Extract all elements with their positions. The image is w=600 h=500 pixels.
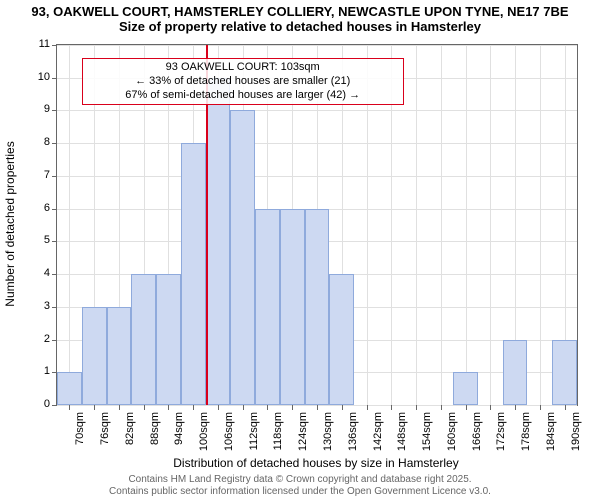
x-tick bbox=[367, 405, 368, 410]
gridline-vertical bbox=[540, 45, 541, 405]
x-tick bbox=[441, 405, 442, 410]
y-tick-label: 3 bbox=[26, 300, 50, 312]
x-tick-label: 154sqm bbox=[421, 412, 433, 460]
x-tick-label: 112sqm bbox=[248, 412, 260, 460]
x-tick-label: 94sqm bbox=[173, 412, 185, 460]
y-tick-label: 1 bbox=[26, 365, 50, 377]
histogram-bar bbox=[82, 307, 107, 405]
footer-attribution: Contains HM Land Registry data © Crown c… bbox=[0, 474, 600, 498]
x-tick bbox=[565, 405, 566, 410]
x-tick bbox=[267, 405, 268, 410]
x-tick-label: 70sqm bbox=[74, 412, 86, 460]
x-tick bbox=[69, 405, 70, 410]
y-axis-label: Number of detached properties bbox=[3, 141, 17, 306]
gridline-vertical bbox=[69, 45, 70, 405]
x-tick-label: 100sqm bbox=[198, 412, 210, 460]
x-tick bbox=[540, 405, 541, 410]
x-tick-label: 106sqm bbox=[223, 412, 235, 460]
y-tick-label: 7 bbox=[26, 169, 50, 181]
histogram-bar bbox=[156, 274, 181, 405]
x-tick bbox=[144, 405, 145, 410]
x-tick bbox=[193, 405, 194, 410]
y-tick bbox=[52, 340, 57, 341]
y-tick-label: 8 bbox=[26, 136, 50, 148]
x-tick bbox=[218, 405, 219, 410]
y-tick-label: 0 bbox=[26, 398, 50, 410]
y-tick bbox=[52, 405, 57, 406]
histogram-bar bbox=[305, 209, 330, 405]
x-tick-label: 178sqm bbox=[520, 412, 532, 460]
x-tick bbox=[243, 405, 244, 410]
x-tick-label: 124sqm bbox=[297, 412, 309, 460]
histogram-bar bbox=[230, 110, 255, 405]
y-tick bbox=[52, 78, 57, 79]
x-tick bbox=[391, 405, 392, 410]
histogram-bar bbox=[329, 274, 354, 405]
y-tick-label: 11 bbox=[26, 38, 50, 50]
x-tick bbox=[292, 405, 293, 410]
y-tick-label: 4 bbox=[26, 267, 50, 279]
x-tick-label: 142sqm bbox=[372, 412, 384, 460]
x-tick-label: 172sqm bbox=[495, 412, 507, 460]
gridline-vertical bbox=[466, 45, 467, 405]
x-tick-label: 76sqm bbox=[99, 412, 111, 460]
histogram-bar bbox=[57, 372, 82, 405]
histogram-bar bbox=[255, 209, 280, 405]
x-tick-label: 166sqm bbox=[471, 412, 483, 460]
footer-line-2: Contains public sector information licen… bbox=[0, 486, 600, 498]
histogram-bar bbox=[280, 209, 305, 405]
y-tick bbox=[52, 241, 57, 242]
x-tick bbox=[490, 405, 491, 410]
y-tick bbox=[52, 274, 57, 275]
y-tick bbox=[52, 143, 57, 144]
annotation-box: 93 OAKWELL COURT: 103sqm← 33% of detache… bbox=[82, 58, 404, 105]
x-tick bbox=[515, 405, 516, 410]
annotation-line: 67% of semi-detached houses are larger (… bbox=[87, 89, 399, 103]
annotation-line: 93 OAKWELL COURT: 103sqm bbox=[87, 61, 399, 75]
gridline-vertical bbox=[441, 45, 442, 405]
histogram-bar bbox=[552, 340, 577, 405]
y-tick bbox=[52, 307, 57, 308]
y-tick-label: 2 bbox=[26, 333, 50, 345]
histogram-bar bbox=[206, 78, 231, 405]
x-tick-label: 190sqm bbox=[570, 412, 582, 460]
chart-root: 93, OAKWELL COURT, HAMSTERLEY COLLIERY, … bbox=[0, 0, 600, 500]
gridline-vertical bbox=[416, 45, 417, 405]
histogram-bar bbox=[131, 274, 156, 405]
y-tick-label: 6 bbox=[26, 202, 50, 214]
x-tick bbox=[168, 405, 169, 410]
x-tick bbox=[416, 405, 417, 410]
histogram-bar bbox=[453, 372, 478, 405]
histogram-bar bbox=[503, 340, 528, 405]
footer-line-1: Contains HM Land Registry data © Crown c… bbox=[0, 474, 600, 486]
x-tick bbox=[342, 405, 343, 410]
title-line-1: 93, OAKWELL COURT, HAMSTERLEY COLLIERY, … bbox=[0, 4, 600, 19]
x-tick-label: 130sqm bbox=[322, 412, 334, 460]
x-tick-label: 82sqm bbox=[124, 412, 136, 460]
title-line-2: Size of property relative to detached ho… bbox=[0, 19, 600, 34]
histogram-bar bbox=[107, 307, 132, 405]
x-tick bbox=[466, 405, 467, 410]
x-tick-label: 148sqm bbox=[396, 412, 408, 460]
x-tick bbox=[119, 405, 120, 410]
x-tick-label: 160sqm bbox=[446, 412, 458, 460]
x-tick-label: 184sqm bbox=[545, 412, 557, 460]
y-tick bbox=[52, 110, 57, 111]
plot-area: 93 OAKWELL COURT: 103sqm← 33% of detache… bbox=[56, 44, 578, 406]
histogram-bar bbox=[181, 143, 206, 405]
y-tick bbox=[52, 45, 57, 46]
y-tick-label: 9 bbox=[26, 103, 50, 115]
x-tick-label: 88sqm bbox=[149, 412, 161, 460]
y-tick bbox=[52, 209, 57, 210]
y-tick bbox=[52, 176, 57, 177]
annotation-line: ← 33% of detached houses are smaller (21… bbox=[87, 75, 399, 89]
x-tick-label: 118sqm bbox=[272, 412, 284, 460]
gridline-vertical bbox=[490, 45, 491, 405]
x-tick bbox=[94, 405, 95, 410]
x-tick-label: 136sqm bbox=[347, 412, 359, 460]
x-tick bbox=[317, 405, 318, 410]
y-tick-label: 5 bbox=[26, 234, 50, 246]
y-tick-label: 10 bbox=[26, 71, 50, 83]
chart-title: 93, OAKWELL COURT, HAMSTERLEY COLLIERY, … bbox=[0, 4, 600, 34]
